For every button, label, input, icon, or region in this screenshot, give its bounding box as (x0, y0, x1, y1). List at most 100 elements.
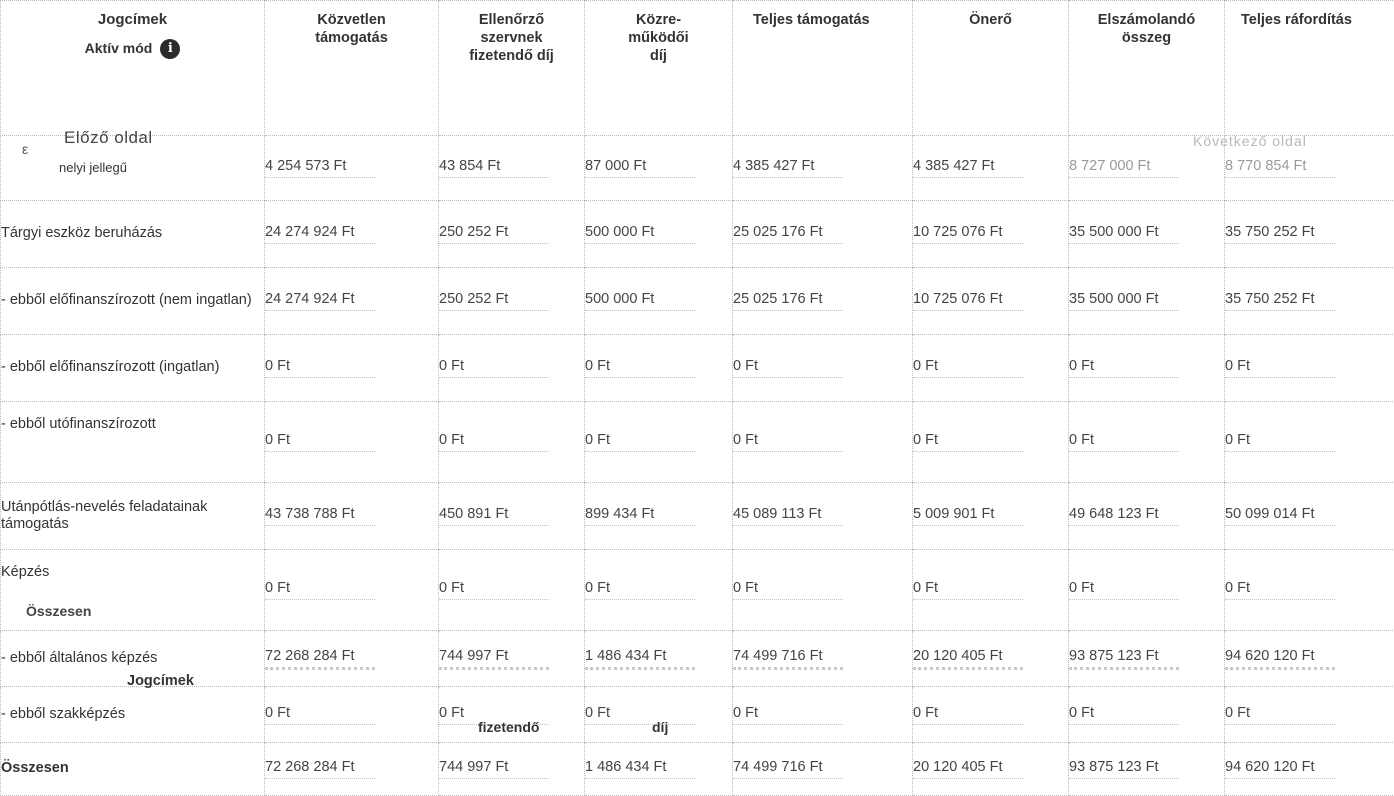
table-cell: 0 Ft (585, 402, 733, 483)
cell-value: 0 Ft (265, 432, 375, 452)
table-cell: 43 738 788 Ft (265, 483, 439, 550)
table-cell: 43 854 Ft (439, 136, 585, 201)
cell-value: 87 000 Ft (585, 158, 695, 178)
cell-value: 0 Ft (1225, 580, 1335, 600)
cell-value: 24 274 924 Ft (265, 224, 375, 244)
table-row: - ebből előfinanszírozott (ingatlan) 0 F… (1, 335, 1394, 402)
header-label: Teljes ráfordítás (1225, 11, 1394, 29)
table-cell: 0 Ft (1069, 335, 1225, 402)
table-cell: 35 500 000 Ft (1069, 201, 1225, 268)
table-cell: 25 025 176 Ft (733, 201, 913, 268)
table-cell: 93 875 123 Ft (1069, 743, 1225, 796)
table-cell: 500 000 Ft (585, 268, 733, 335)
table-cell: 0 Ft (1069, 402, 1225, 483)
table-cell: 20 120 405 Ft (913, 631, 1069, 687)
header-kozremukodoi: Közre-működői díj (585, 1, 733, 136)
table-cell: 45 089 113 Ft (733, 483, 913, 550)
table-cell: 744 997 Ft (439, 743, 585, 796)
cell-value: 0 Ft (733, 705, 843, 725)
table-cell: 35 500 000 Ft (1069, 268, 1225, 335)
table-cell: 72 268 284 Ft (265, 743, 439, 796)
table-cell: 87 000 Ft (585, 136, 733, 201)
table-cell: 0 Ft (1225, 335, 1394, 402)
cell-value: 10 725 076 Ft (913, 291, 1023, 311)
next-page-link[interactable]: Következő oldal (1193, 133, 1307, 149)
table-cell: 24 274 924 Ft (265, 268, 439, 335)
table-cell: 0 Ft (1225, 687, 1394, 743)
table-cell: 250 252 Ft (439, 201, 585, 268)
table-cell: 24 274 924 Ft (265, 201, 439, 268)
cell-value: 45 089 113 Ft (733, 506, 843, 526)
cell-value: 25 025 176 Ft (733, 224, 843, 244)
table-cell: 1 486 434 Ft (585, 743, 733, 796)
table-cell: 20 120 405 Ft (913, 743, 1069, 796)
table-cell: 0 Ft (1069, 687, 1225, 743)
table-cell: 899 434 Ft (585, 483, 733, 550)
table-cell: 10 725 076 Ft (913, 201, 1069, 268)
active-mode-label: Aktív mód (85, 40, 153, 58)
cell-value: 25 025 176 Ft (733, 291, 843, 311)
table-cell: 0 Ft (439, 550, 585, 631)
cell-value: 35 500 000 Ft (1069, 224, 1179, 244)
cell-value: 250 252 Ft (439, 224, 549, 244)
ghost-dij-label: díj (652, 719, 668, 735)
cell-value: 4 254 573 Ft (265, 158, 375, 178)
header-label: Elszámolandó összeg (1069, 11, 1224, 47)
ghost-sum-label: Összesen (26, 603, 91, 619)
cell-value: 0 Ft (733, 432, 843, 452)
table-cell: 0 Ft (585, 335, 733, 402)
cell-value: 0 Ft (1225, 705, 1335, 725)
cell-value: 0 Ft (439, 580, 549, 600)
active-mode-toggle[interactable]: Aktív mód i (85, 39, 181, 59)
cell-value: 1 486 434 Ft (585, 648, 695, 670)
table-row: - ebből előfinanszírozott (nem ingatlan)… (1, 268, 1394, 335)
cell-value: 0 Ft (1069, 358, 1179, 378)
header-label: Teljes támogatás (733, 11, 912, 29)
table-cell: 0 Ft (265, 550, 439, 631)
table-cell: 4 254 573 Ft (265, 136, 439, 201)
table-cell: 0 Ft (1225, 402, 1394, 483)
cell-value: 0 Ft (1225, 432, 1335, 452)
cell-value: 93 875 123 Ft (1069, 759, 1179, 779)
row-label: - ebből előfinanszírozott (nem ingatlan) (1, 268, 265, 335)
cell-value: 899 434 Ft (585, 506, 695, 526)
table-cell: 0 Ft (733, 687, 913, 743)
cell-value: 1 486 434 Ft (585, 759, 695, 779)
info-icon[interactable]: i (160, 39, 180, 59)
header-teljes-raforditas: Teljes ráfordítás (1225, 1, 1394, 136)
row-label: Tárgyi eszköz beruházás (1, 201, 265, 268)
cell-value: 0 Ft (913, 580, 1023, 600)
cell-value: 35 750 252 Ft (1225, 291, 1335, 311)
table-row: - ebből utófinanszírozott 0 Ft 0 Ft 0 Ft… (1, 402, 1394, 483)
cell-value: 8 770 854 Ft (1225, 158, 1335, 178)
cell-value: 20 120 405 Ft (913, 759, 1023, 779)
header-label: Közre-működői díj (585, 11, 732, 65)
cell-value: 744 997 Ft (439, 648, 549, 670)
cell-value: 20 120 405 Ft (913, 648, 1023, 670)
table-cell: 94 620 120 Ft (1225, 743, 1394, 796)
cell-value: 0 Ft (913, 432, 1023, 452)
table-cell: 0 Ft (439, 402, 585, 483)
header-label: Közvetlen támogatás (265, 11, 438, 47)
cell-value: 500 000 Ft (585, 224, 695, 244)
header-kozvetlen: Közvetlen támogatás (265, 1, 439, 136)
cell-value: 4 385 427 Ft (733, 158, 843, 178)
cell-value: 94 620 120 Ft (1225, 648, 1335, 670)
ghost-fizetendo-label: fizetendő (478, 719, 539, 735)
cell-value: 4 385 427 Ft (913, 158, 1023, 178)
table-cell: 744 997 Ft (439, 631, 585, 687)
header-label: Önerő (913, 11, 1068, 29)
table-cell: 35 750 252 Ft (1225, 201, 1394, 268)
cell-value: 94 620 120 Ft (1225, 759, 1335, 779)
cell-value: 50 099 014 Ft (1225, 506, 1335, 526)
cell-value: 43 854 Ft (439, 158, 549, 178)
table-cell: 0 Ft (733, 335, 913, 402)
cell-value: 0 Ft (913, 358, 1023, 378)
cell-value: 0 Ft (1225, 358, 1335, 378)
table-row: - ebből szakképzés 0 Ft 0 Ft 0 Ft 0 Ft 0… (1, 687, 1394, 743)
table-cell: 0 Ft (913, 335, 1069, 402)
cell-value: 0 Ft (733, 358, 843, 378)
prev-page-link[interactable]: Előző oldal (64, 128, 153, 148)
header-row: Jogcímek Aktív mód i Közvetlen támogatás… (1, 1, 1394, 136)
table-cell: 0 Ft (733, 550, 913, 631)
